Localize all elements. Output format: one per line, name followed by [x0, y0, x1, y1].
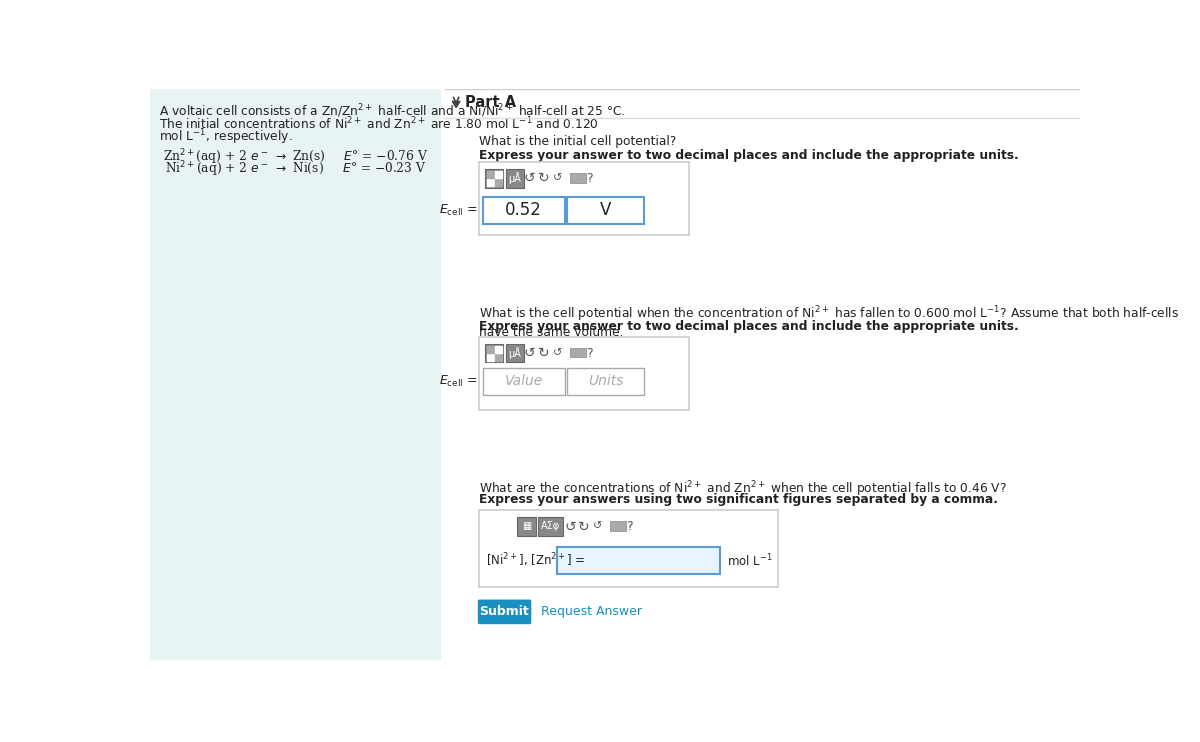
Text: Submit: Submit	[479, 605, 529, 618]
FancyBboxPatch shape	[539, 517, 563, 536]
FancyBboxPatch shape	[566, 368, 644, 395]
Polygon shape	[494, 347, 502, 353]
FancyBboxPatch shape	[485, 169, 504, 188]
Text: Part A: Part A	[466, 96, 516, 111]
Text: $E_\mathrm{cell}$ =: $E_\mathrm{cell}$ =	[439, 374, 478, 389]
FancyBboxPatch shape	[479, 510, 778, 587]
Text: ?: ?	[586, 347, 593, 360]
Text: Value: Value	[504, 374, 542, 388]
Text: ↺: ↺	[553, 174, 563, 183]
Polygon shape	[487, 171, 494, 178]
Text: mol L$^{-1}$, respectively.: mol L$^{-1}$, respectively.	[160, 128, 293, 147]
Text: What is the initial cell potential?: What is the initial cell potential?	[479, 135, 677, 148]
Polygon shape	[487, 347, 494, 353]
FancyBboxPatch shape	[505, 344, 524, 362]
Text: ↻: ↻	[538, 347, 550, 360]
FancyBboxPatch shape	[479, 337, 689, 410]
Text: [Ni$^{2+}$], [Zn$^{2+}$] =: [Ni$^{2+}$], [Zn$^{2+}$] =	[486, 552, 584, 569]
Polygon shape	[494, 171, 502, 178]
FancyBboxPatch shape	[570, 174, 586, 183]
Text: ↺: ↺	[564, 519, 576, 533]
FancyBboxPatch shape	[610, 522, 626, 531]
Text: What is the cell potential when the concentration of Ni$^{2+}$ has fallen to 0.6: What is the cell potential when the conc…	[479, 305, 1180, 339]
Text: ↻: ↻	[538, 171, 550, 186]
Text: ↺: ↺	[593, 522, 602, 531]
Text: Request Answer: Request Answer	[541, 605, 642, 618]
Text: $E_\mathrm{cell}$ =: $E_\mathrm{cell}$ =	[439, 203, 478, 218]
FancyBboxPatch shape	[484, 166, 685, 193]
FancyBboxPatch shape	[570, 348, 586, 358]
FancyBboxPatch shape	[505, 169, 524, 188]
Text: ↺: ↺	[524, 171, 535, 186]
Polygon shape	[487, 179, 494, 186]
Text: mol L$^{-1}$: mol L$^{-1}$	[727, 552, 773, 569]
FancyBboxPatch shape	[517, 517, 536, 536]
FancyBboxPatch shape	[479, 162, 689, 235]
Text: ↺: ↺	[524, 347, 535, 360]
Text: ?: ?	[626, 520, 634, 533]
FancyBboxPatch shape	[150, 89, 440, 660]
Polygon shape	[487, 354, 494, 361]
Text: μÅ: μÅ	[509, 172, 522, 184]
Text: Express your answer to two decimal places and include the appropriate units.: Express your answer to two decimal place…	[479, 149, 1019, 162]
Text: 0.52: 0.52	[505, 201, 542, 220]
FancyBboxPatch shape	[484, 368, 565, 395]
Text: What are the concentrations of Ni$^{2+}$ and Zn$^{2+}$ when the cell potential f: What are the concentrations of Ni$^{2+}$…	[479, 479, 1007, 499]
Polygon shape	[452, 102, 460, 108]
Text: Express your answer to two decimal places and include the appropriate units.: Express your answer to two decimal place…	[479, 320, 1019, 333]
Polygon shape	[494, 179, 502, 186]
Text: A voltaic cell consists of a Zn/Zn$^{2+}$ half-cell and a Ni/Ni$^{2+}$ half-cell: A voltaic cell consists of a Zn/Zn$^{2+}…	[160, 103, 625, 120]
Text: The initial concentrations of Ni$^{2+}$ and Zn$^{2+}$ are 1.80 mol L$^{-1}$ and : The initial concentrations of Ni$^{2+}$ …	[160, 115, 599, 132]
FancyBboxPatch shape	[557, 547, 720, 574]
Text: ?: ?	[586, 172, 593, 185]
FancyBboxPatch shape	[485, 344, 504, 362]
Text: Express your answers using two significant figures separated by a comma.: Express your answers using two significa…	[479, 493, 998, 506]
FancyBboxPatch shape	[484, 197, 565, 224]
Text: AΣφ: AΣφ	[541, 522, 560, 531]
Text: ↻: ↻	[578, 519, 590, 533]
FancyBboxPatch shape	[478, 600, 532, 624]
Text: ▦: ▦	[522, 522, 532, 531]
Text: Units: Units	[588, 374, 624, 388]
Text: μÅ: μÅ	[509, 347, 522, 359]
Text: Zn$^{2+}$(aq) + 2 $e^-$ $\rightarrow$ Zn(s)     $E$° = $-$0.76 V: Zn$^{2+}$(aq) + 2 $e^-$ $\rightarrow$ Zn…	[163, 148, 428, 167]
Text: V: V	[600, 201, 611, 220]
Text: ↺: ↺	[553, 348, 563, 358]
Text: Ni$^{2+}$(aq) + 2 $e^-$ $\rightarrow$ Ni(s)     $E$° = $-$0.23 V: Ni$^{2+}$(aq) + 2 $e^-$ $\rightarrow$ Ni…	[164, 160, 426, 180]
FancyBboxPatch shape	[566, 197, 644, 224]
Polygon shape	[494, 354, 502, 361]
